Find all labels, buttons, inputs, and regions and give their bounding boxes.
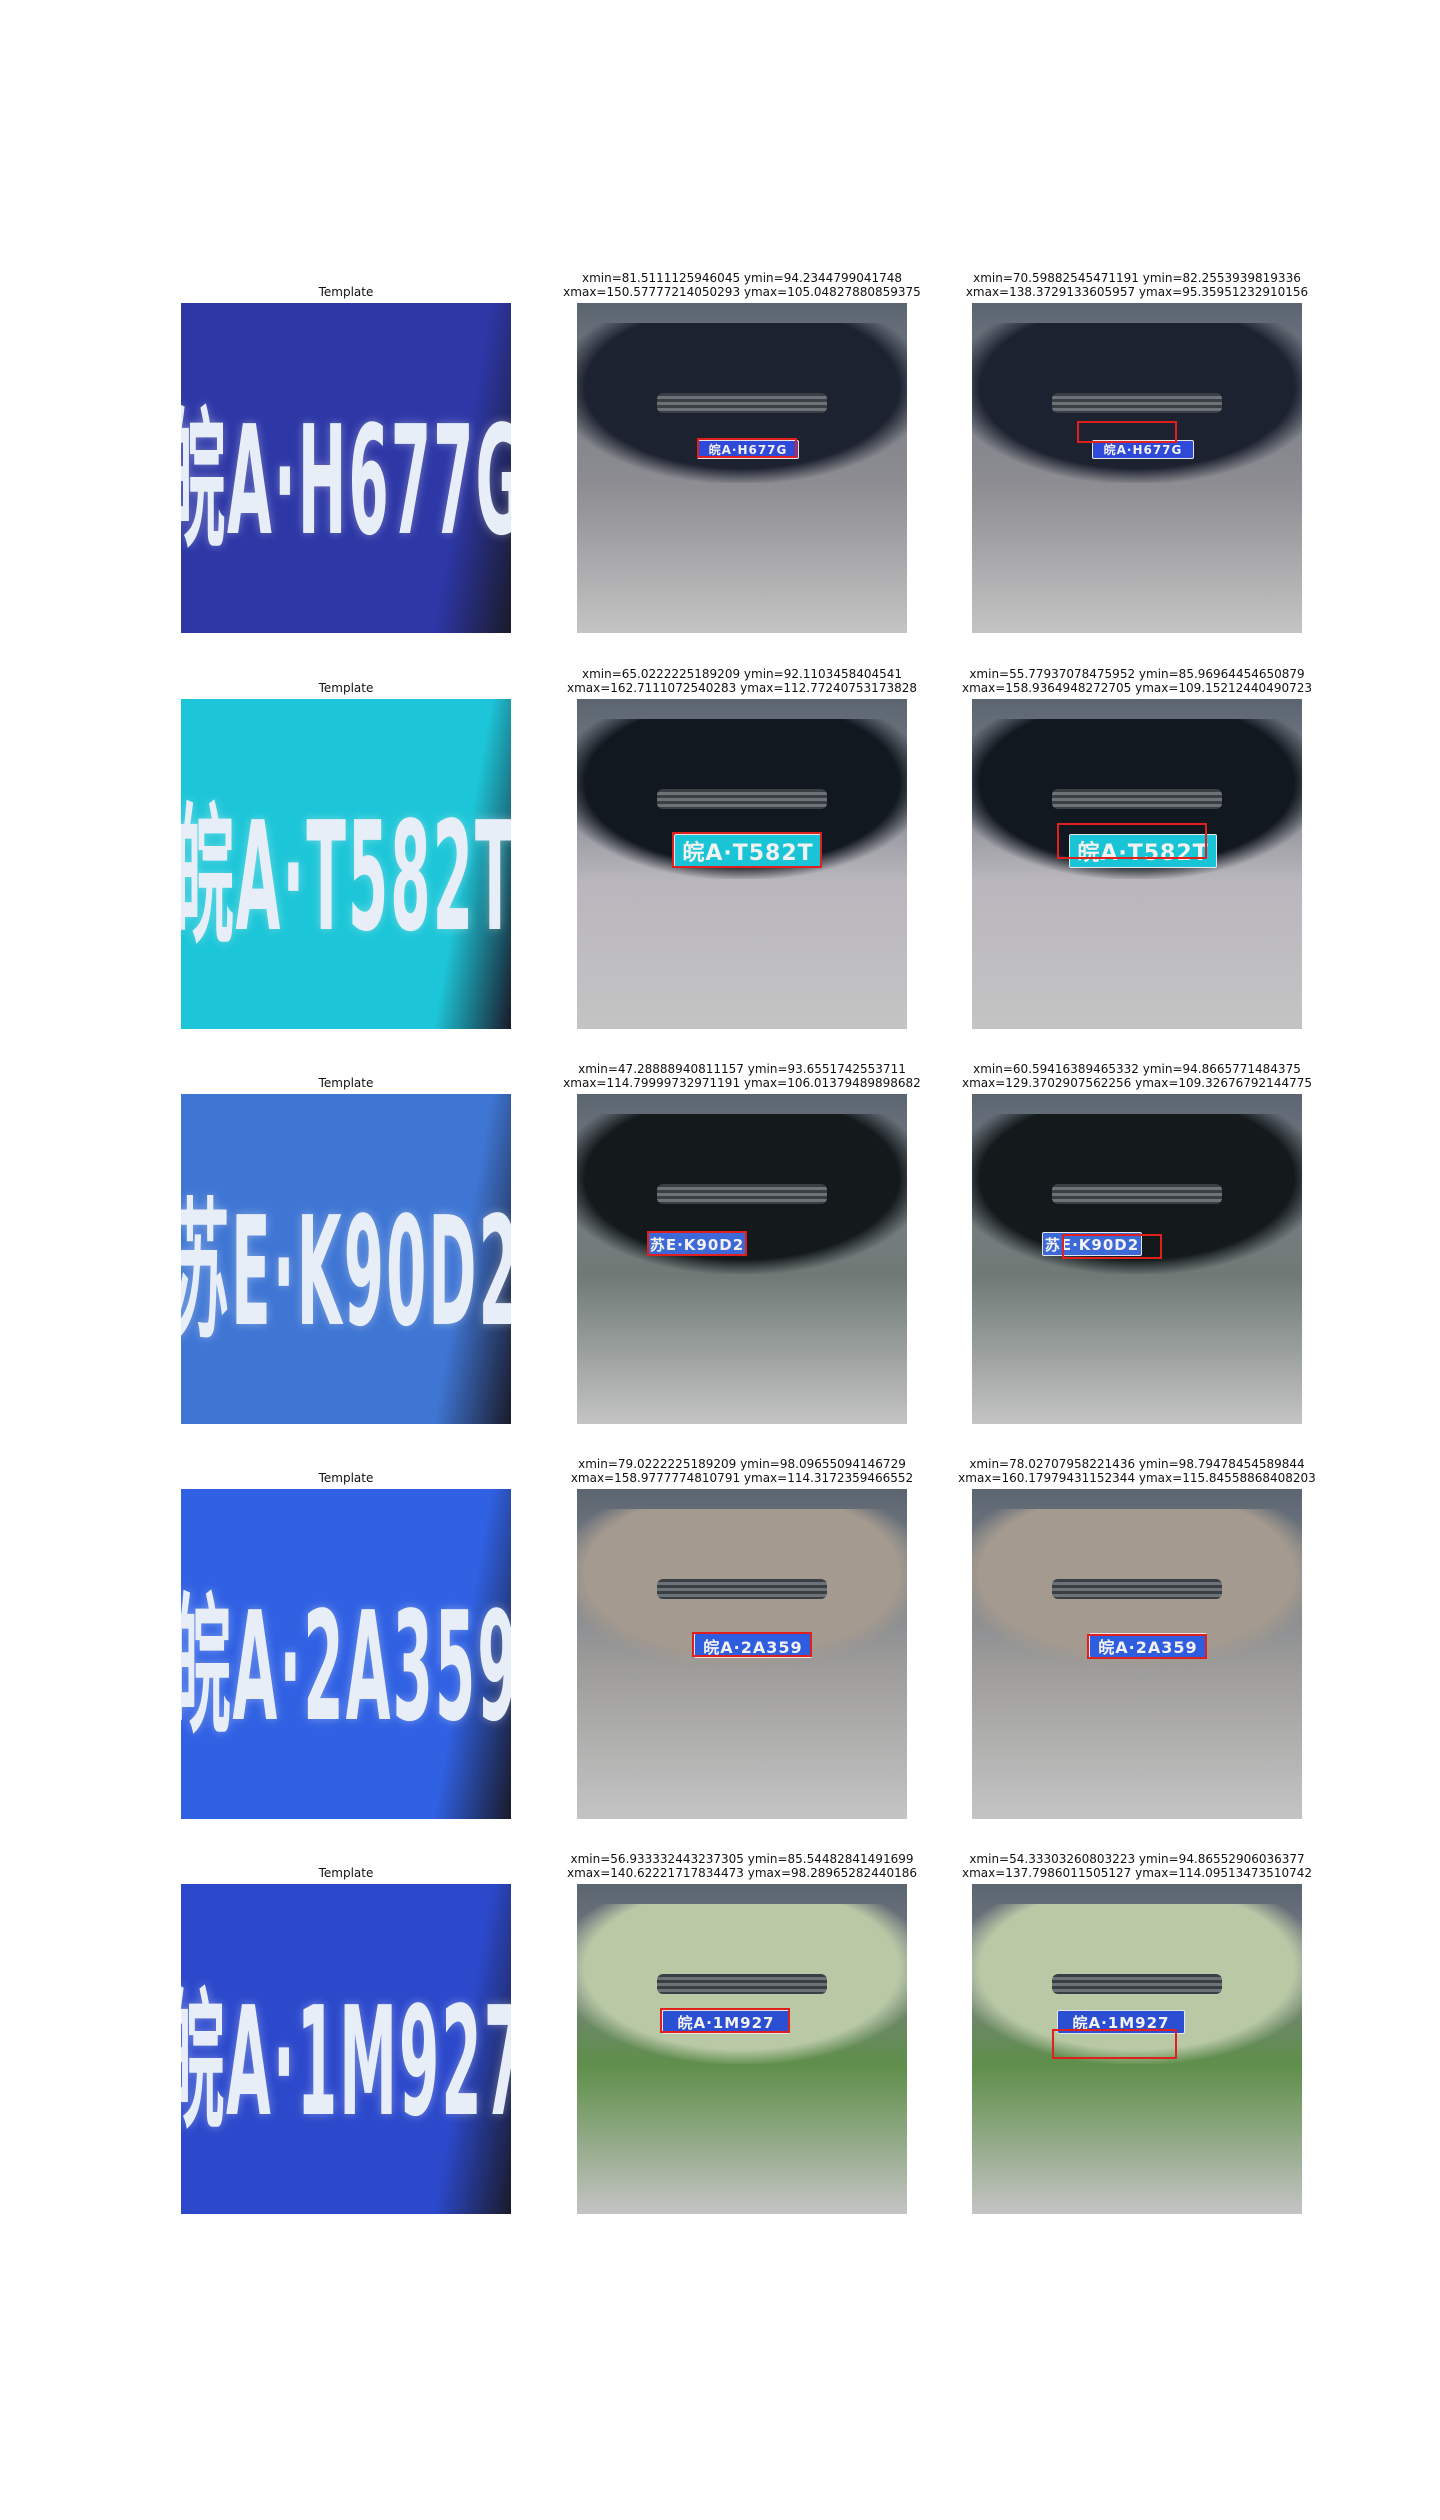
road-surface (577, 1275, 907, 1424)
ground-truth-scene-image: 苏E·K90D2 (577, 1094, 907, 1424)
car-grille (657, 393, 827, 413)
license-plate: 皖A·2A359 (1089, 1633, 1207, 1658)
prediction-bounding-box (1087, 1634, 1207, 1659)
license-plate: 皖A·T582T (1069, 834, 1217, 868)
license-plate: 苏E·K90D2 (1042, 1232, 1142, 1256)
road-surface (577, 880, 907, 1029)
panel-caption: xmin=81.5111125946045 ymin=94.2344799041… (542, 271, 942, 299)
template-title: Template (318, 285, 374, 299)
template-plate-text: 皖A·2A359 (181, 1578, 511, 1756)
road-surface (972, 1670, 1302, 1819)
template-plate-crop: 苏E·K90D2 (181, 1094, 511, 1424)
template-plate-crop: 皖A·H677G (181, 303, 511, 633)
caption-line: xmin=47.28888940811157 ymin=93.655174255… (578, 1062, 906, 1076)
car-grille (1052, 789, 1222, 809)
prediction-bounding-box (1052, 2029, 1177, 2059)
caption-line: xmax=160.17979431152344 ymax=115.8455886… (958, 1471, 1316, 1485)
ground-truth-scene-image: 皖A·1M927 (577, 1884, 907, 2214)
road-surface (972, 484, 1302, 633)
caption-line: xmax=129.3702907562256 ymax=109.32676792… (962, 1076, 1312, 1090)
caption-line: xmax=150.57777214050293 ymax=105.0482788… (563, 285, 921, 299)
prediction-bounding-box (1077, 421, 1177, 443)
panel-caption: xmin=47.28888940811157 ymin=93.655174255… (542, 1062, 942, 1090)
car-grille (1052, 1974, 1222, 1994)
ground-truth-scene-image: 皖A·T582T (577, 699, 907, 1029)
ground-truth-bounding-box (697, 438, 797, 458)
ground-truth-bounding-box (692, 1632, 812, 1657)
ground-truth-bounding-box (647, 1231, 747, 1256)
template-plate-crop: 皖A·1M927 (181, 1884, 511, 2214)
license-plate: 皖A·T582T (674, 834, 822, 868)
panel-caption: xmin=56.933332443237305 ymin=85.54482841… (542, 1852, 942, 1880)
road-surface (577, 484, 907, 633)
template-plate-text: 皖A·T582T (181, 788, 511, 966)
panel-caption: xmin=54.33303260803223 ymin=94.865529060… (937, 1852, 1337, 1880)
caption-line: xmax=137.7986011505127 ymax=114.09513473… (962, 1866, 1312, 1880)
road-surface (972, 2065, 1302, 2214)
caption-line: xmin=54.33303260803223 ymin=94.865529060… (969, 1852, 1305, 1866)
panel-caption: xmin=78.02707958221436 ymin=98.794784545… (937, 1457, 1337, 1485)
license-plate: 苏E·K90D2 (647, 1232, 747, 1256)
template-title: Template (318, 1076, 374, 1090)
prediction-scene-image: 皖A·H677G (972, 303, 1302, 633)
car-grille (657, 789, 827, 809)
caption-line: xmin=65.0222225189209 ymin=92.1103458404… (581, 667, 903, 681)
caption-line: xmin=60.59416389465332 ymin=94.866577148… (973, 1062, 1301, 1076)
caption-line: xmax=138.3729133605957 ymax=95.359512329… (965, 285, 1309, 299)
panel-caption: xmin=60.59416389465332 ymin=94.866577148… (937, 1062, 1337, 1090)
prediction-scene-image: 皖A·T582T (972, 699, 1302, 1029)
caption-line: xmin=78.02707958221436 ymin=98.794784545… (969, 1457, 1305, 1471)
template-plate-text: 苏E·K90D2 (181, 1183, 511, 1361)
template-title: Template (318, 1471, 374, 1485)
caption-line: xmin=79.0222225189209 ymin=98.0965509414… (578, 1457, 906, 1471)
template-title: Template (318, 681, 374, 695)
car-grille (657, 1579, 827, 1599)
car-grille (1052, 393, 1222, 413)
template-plate-text: 皖A·1M927 (181, 1973, 511, 2151)
caption-line: xmax=114.79999732971191 ymax=106.0137948… (563, 1076, 921, 1090)
road-surface (577, 1670, 907, 1819)
caption-line: xmin=70.59882545471191 ymin=82.255393981… (973, 271, 1301, 285)
ground-truth-scene-image: 皖A·H677G (577, 303, 907, 633)
ground-truth-bounding-box (672, 832, 822, 868)
caption-line: xmax=158.9777774810791 ymax=114.31723594… (570, 1471, 914, 1485)
car-grille (657, 1974, 827, 1994)
template-plate-crop: 皖A·T582T (181, 699, 511, 1029)
car-grille (1052, 1184, 1222, 1204)
prediction-scene-image: 皖A·1M927 (972, 1884, 1302, 2214)
caption-line: xmax=140.62221717834473 ymax=98.28965282… (567, 1866, 917, 1880)
prediction-scene-image: 苏E·K90D2 (972, 1094, 1302, 1424)
road-surface (577, 2065, 907, 2214)
license-plate: 皖A·H677G (697, 440, 799, 459)
template-plate-crop: 皖A·2A359 (181, 1489, 511, 1819)
panel-caption: xmin=55.77937078475952 ymin=85.969644546… (937, 667, 1337, 695)
template-plate-text: 皖A·H677G (181, 392, 511, 570)
license-plate: 皖A·H677G (1092, 440, 1194, 459)
caption-line: xmin=56.933332443237305 ymin=85.54482841… (570, 1852, 914, 1866)
road-surface (972, 880, 1302, 1029)
panel-caption: xmin=79.0222225189209 ymin=98.0965509414… (542, 1457, 942, 1485)
panel-caption: xmin=70.59882545471191 ymin=82.255393981… (937, 271, 1337, 299)
caption-line: xmax=158.9364948272705 ymax=109.15212440… (962, 681, 1312, 695)
panel-caption: xmin=65.0222225189209 ymin=92.1103458404… (542, 667, 942, 695)
prediction-bounding-box (1057, 823, 1207, 859)
template-title: Template (318, 1866, 374, 1880)
prediction-bounding-box (1062, 1234, 1162, 1259)
caption-line: xmin=81.5111125946045 ymin=94.2344799041… (581, 271, 903, 285)
car-grille (1052, 1579, 1222, 1599)
car-grille (657, 1184, 827, 1204)
ground-truth-scene-image: 皖A·2A359 (577, 1489, 907, 1819)
license-plate: 皖A·1M927 (662, 2010, 790, 2034)
caption-line: xmax=162.7111072540283 ymax=112.77240753… (567, 681, 917, 695)
road-surface (972, 1275, 1302, 1424)
ground-truth-bounding-box (660, 2008, 790, 2033)
prediction-scene-image: 皖A·2A359 (972, 1489, 1302, 1819)
caption-line: xmin=55.77937078475952 ymin=85.969644546… (969, 667, 1305, 681)
